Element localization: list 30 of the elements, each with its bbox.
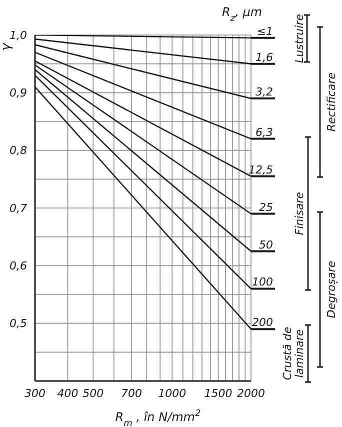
text: Degroșare [325,260,338,318]
series-label: 3,2 [256,85,273,98]
text: Crustă de laminare [281,326,306,380]
series-label: 100 [252,276,273,289]
series-label: ≤1 [256,24,273,38]
series-label: 12,5 [248,163,273,176]
legend-label: 1,6 [256,50,273,64]
text: Rectificare [325,72,338,132]
x-tick-label: 700 [120,386,142,400]
y-tick-label: 0,8 [10,144,27,158]
x-tick-label: 500 [82,386,104,400]
text: Finisare [293,192,306,236]
text: Lustruire [293,14,306,63]
series-label: 200 [252,316,273,330]
series-label: 6,3 [256,126,273,139]
series-label: 25 [259,200,273,214]
series-label: 50 [259,238,273,252]
x-axis-title: R$_{m}$ , în N/mm$^{2}$ [115,409,201,427]
x-tick-label: 400 [57,386,78,400]
y-axis-title: γ [0,42,14,51]
legend-title: R$_{z}$, μm [222,5,262,24]
x-tick-label: 2000 [237,386,265,400]
y-tick-label: 0,9 [10,86,27,100]
x-tick-label: 1000 [158,386,186,400]
y-tick-label: 0,7 [10,202,27,215]
x-tick-label: 1500 [204,386,232,400]
y-tick-label: 0,5 [10,317,27,330]
x-tick-label: 300 [24,386,46,400]
y-tick-label: 0,6 [10,260,27,273]
y-tick-label: 1,0 [10,28,27,42]
